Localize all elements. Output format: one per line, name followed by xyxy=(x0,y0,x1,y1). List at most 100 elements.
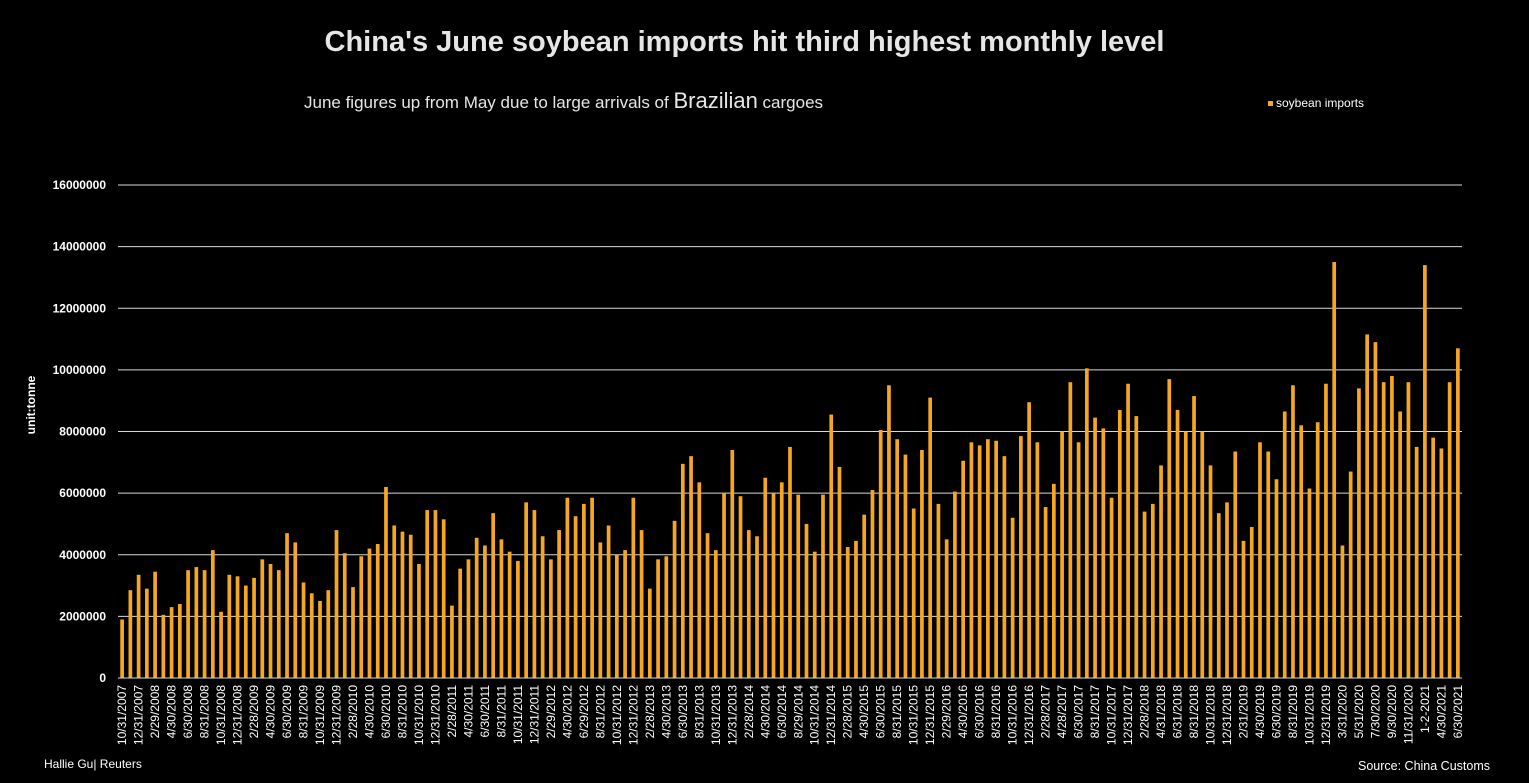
bar xyxy=(392,525,397,678)
legend: soybean imports xyxy=(1268,96,1364,110)
bar xyxy=(301,582,306,678)
bar xyxy=(895,439,900,678)
legend-swatch xyxy=(1268,100,1273,106)
bar xyxy=(565,497,570,678)
x-tick-label: 12/31/2008 xyxy=(231,685,245,745)
bar xyxy=(1357,388,1361,678)
bar xyxy=(870,490,875,678)
bar xyxy=(235,576,240,678)
x-tick-label: 10/31/2012 xyxy=(610,685,624,745)
subtitle-part-3: cargoes xyxy=(757,93,824,112)
bar xyxy=(1167,379,1172,678)
bar xyxy=(573,516,578,678)
bar xyxy=(128,590,133,678)
y-tick-label: 8000000 xyxy=(59,425,106,439)
bar xyxy=(1398,411,1403,678)
bar xyxy=(384,486,388,678)
bar xyxy=(623,550,627,678)
bar xyxy=(969,442,974,678)
bar xyxy=(837,466,842,678)
x-tick-label: 10/31/2008 xyxy=(214,685,228,745)
y-axis-label: unit:tonne xyxy=(24,375,38,434)
x-tick-label: 4/30/2009 xyxy=(264,685,278,739)
x-tick-label: 4/30/2010 xyxy=(362,685,376,739)
x-tick-label: 10/31/2019 xyxy=(1302,685,1316,745)
y-tick-label: 10000000 xyxy=(53,363,107,377)
bar xyxy=(1233,451,1238,678)
x-tick-label: 3/31/2020 xyxy=(1335,685,1349,739)
bar xyxy=(136,574,141,678)
bar xyxy=(746,530,751,678)
bar xyxy=(862,514,867,678)
bar xyxy=(169,607,174,678)
bar xyxy=(936,503,941,678)
y-tick-label: 2000000 xyxy=(59,609,106,623)
bar xyxy=(1216,513,1221,678)
bar xyxy=(285,533,289,678)
bar xyxy=(1381,382,1386,678)
x-tick-label: 6/30/2021 xyxy=(1451,685,1465,739)
bar xyxy=(326,590,331,678)
bar xyxy=(491,513,496,678)
bar xyxy=(243,585,248,678)
bar xyxy=(1299,425,1304,678)
bar xyxy=(928,397,933,678)
x-tick-label: 10/31/2016 xyxy=(1006,685,1020,745)
bar xyxy=(1109,497,1114,678)
bar xyxy=(1348,471,1353,678)
x-tick-label: 2/31/2019 xyxy=(1237,685,1251,739)
bar xyxy=(549,559,553,678)
bar xyxy=(1365,334,1370,678)
x-tick-label: 6/30/2014 xyxy=(775,685,789,739)
bar xyxy=(1159,465,1163,678)
bar xyxy=(450,605,454,678)
chart-title: China's June soybean imports hit third h… xyxy=(324,26,1165,58)
y-tick-label: 16000000 xyxy=(53,178,107,192)
bar xyxy=(1076,442,1081,678)
bar xyxy=(1093,417,1097,678)
x-tick-label: 6/31/2018 xyxy=(1171,685,1185,739)
bar xyxy=(788,446,792,678)
x-tick-label: 12/31/2007 xyxy=(132,685,146,745)
x-tick-label: 4/30/2011 xyxy=(461,685,475,738)
bar xyxy=(977,445,982,678)
bar xyxy=(507,551,512,678)
y-tick-label: 0 xyxy=(99,671,106,685)
bar xyxy=(1134,416,1139,678)
bar xyxy=(903,454,908,678)
bar xyxy=(689,456,693,678)
bar xyxy=(1027,402,1031,678)
bar xyxy=(920,449,924,678)
x-tick-label: 6/30/2017 xyxy=(1072,685,1086,739)
bar xyxy=(540,536,545,678)
x-tick-label: 6/30/2016 xyxy=(973,685,987,739)
bar xyxy=(1324,383,1328,678)
bar xyxy=(1414,446,1419,678)
x-tick-label: 8/31/2011 xyxy=(494,685,508,738)
bar xyxy=(499,539,504,678)
x-tick-label: 2/28/2015 xyxy=(841,685,855,739)
bar xyxy=(1274,479,1279,678)
x-tick-label: 10/31/2010 xyxy=(412,685,426,745)
bar xyxy=(186,570,190,678)
x-tick-label: 12/31/2011 xyxy=(527,685,541,744)
x-tick-label: 2/28/2010 xyxy=(346,685,360,739)
credit: Hallie Gu| Reuters xyxy=(44,757,142,771)
bar xyxy=(276,570,281,678)
x-tick-label: 8/31/2019 xyxy=(1286,685,1300,739)
x-tick-label: 12/31/2013 xyxy=(725,685,739,745)
bar xyxy=(804,523,809,678)
x-tick-label: 2/28/2018 xyxy=(1138,685,1152,739)
bar xyxy=(516,560,520,678)
x-tick-label: 1-2-2021 xyxy=(1418,685,1432,733)
subtitle-part-1: June figures up from May due to large ar… xyxy=(304,93,674,112)
x-tick-label: 8/31/2017 xyxy=(1088,685,1102,739)
x-tick-label: 6/30/2019 xyxy=(1269,685,1283,739)
x-tick-label: 12/31/2018 xyxy=(1220,685,1234,745)
bar xyxy=(812,551,817,678)
x-tick-label: 10/31/2011 xyxy=(511,685,525,744)
x-tick-label: 6/29/2012 xyxy=(577,685,591,739)
bar xyxy=(1225,502,1229,678)
bar xyxy=(466,559,471,678)
x-tick-label: 4/30/2008 xyxy=(165,685,179,739)
